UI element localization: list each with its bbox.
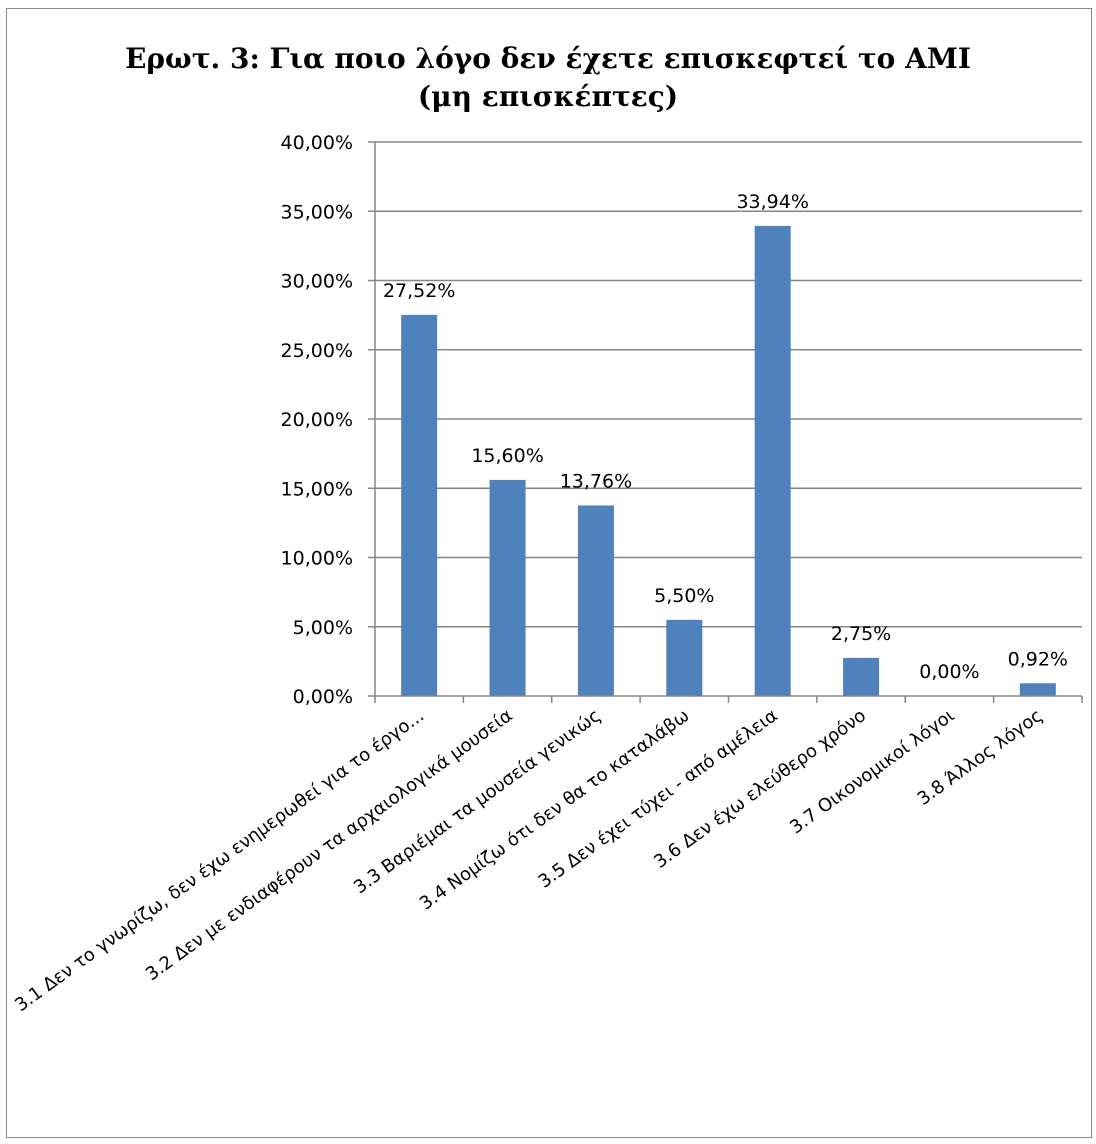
y-tick-label: 5,00% [293, 617, 353, 639]
bars [401, 225, 1056, 696]
y-tick-label: 30,00% [281, 271, 353, 293]
gridlines [375, 141, 1082, 628]
y-tick-label: 25,00% [281, 340, 353, 362]
data-label: 0,00% [919, 661, 979, 683]
y-tick-label: 20,00% [281, 409, 353, 431]
data-label: 33,94% [736, 191, 808, 213]
chart-title-line-2: (μη επισκέπτες) [417, 80, 679, 113]
data-label: 2,75% [831, 623, 891, 645]
y-tick-label: 15,00% [281, 478, 353, 500]
bar [401, 314, 438, 696]
y-tick-label: 40,00% [281, 132, 353, 154]
category-label: 3.7 Οικονομικοί λόγοι [786, 705, 958, 838]
data-label: 13,76% [560, 470, 632, 492]
data-label: 15,60% [471, 445, 543, 467]
bar [1019, 683, 1056, 696]
chart-frame [6, 8, 1092, 1138]
y-tick-label: 0,00% [293, 686, 353, 708]
axes [368, 141, 1083, 703]
data-label: 27,52% [383, 280, 455, 302]
data-label: 5,50% [654, 585, 714, 607]
bar [577, 505, 614, 696]
bar [843, 657, 880, 696]
bar [489, 479, 526, 696]
data-label: 0,92% [1008, 648, 1068, 670]
chart-title: Ερωτ. 3: Για ποιο λόγο δεν έχετε επισκεφ… [0, 40, 1096, 116]
bar [666, 619, 703, 696]
y-tick-label: 10,00% [281, 548, 353, 570]
y-tick-label: 35,00% [281, 201, 353, 223]
category-label: 3.2 Δεν με ενδιαφέρουν τα αρχαιολογικά μ… [142, 705, 517, 985]
bar [754, 225, 791, 696]
labels: 0,00% 5,00% 10,00% 15,00% 20,00% 25,00% 30,00%… [11, 132, 1068, 1016]
chart-title-line-1: Ερωτ. 3: Για ποιο λόγο δεν έχετε επισκεφ… [125, 42, 971, 75]
category-label: 3.1 Δεν το γνωρίζω, δεν έχω ενημερωθεί γ… [11, 705, 428, 1016]
